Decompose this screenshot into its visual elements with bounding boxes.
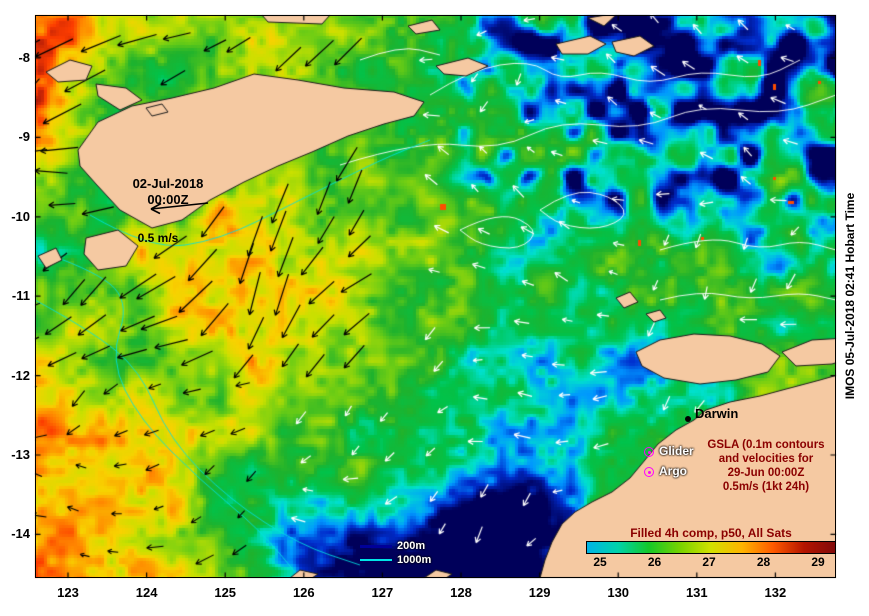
colorbar-tick-label: 27 [702,555,716,569]
lat-tick-label: -10 [11,208,30,224]
contour-200m-label: 200m [397,540,426,552]
colorbar-ticks: 25 26 27 28 29 [586,555,836,570]
lat-tick-label: -9 [18,129,30,145]
time-line: 00:00Z [147,192,189,207]
lon-tick-label: 125 [214,585,237,600]
darwin-label: Darwin [695,406,739,421]
lon-tick-label: 124 [135,585,158,600]
lon-tick-label: 130 [607,585,630,600]
lon-tick-label: 131 [685,585,708,600]
colorbar-tick-label: 26 [647,555,662,569]
gsla-note: GSLA (0.1m contours and velocities for 2… [688,438,844,494]
depth-legend-1000m: 1000m [360,554,431,566]
colorbar-title: Filled 4h comp, p50, All Sats [630,526,792,540]
glider-legend-label: Glider [659,444,694,458]
colorbar-gradient [586,541,836,554]
gsla-note-line: GSLA (0.1m contours [707,439,825,451]
glider-marker-icon [644,447,654,457]
credit-text: IMOS 05-Jul-2018 02:41 Hobart Time [843,192,857,400]
gsla-note-line: and velocities for [718,453,814,465]
colorbar: Filled 4h comp, p50, All Sats 25 26 27 28 29 [586,526,836,570]
gsla-note-line: 0.5m/s (1kt 24h) [722,481,810,493]
gsla-note-line: 29-Jun 00:00Z [727,467,805,479]
argo-legend-label: Argo [659,464,687,478]
lon-tick-label: 132 [764,585,787,600]
lat-tick-label: -14 [11,526,30,542]
lon-tick-label: 126 [292,585,315,600]
colorbar-tick-label: 25 [593,555,607,569]
glider-marker-dot [647,450,651,454]
date-label: 02-Jul-2018 00:00Z [112,176,224,208]
velocity-scale-label: 0.5 m/s [137,231,179,245]
lon-tick-label: 128 [450,585,472,600]
date-line: 02-Jul-2018 [132,176,204,191]
argo-marker-dot [647,470,651,474]
contour-1000m-line [360,559,392,561]
argo-marker-icon [644,467,654,477]
depth-legend-200m: 200m [360,540,425,552]
lat-tick-label: -12 [11,367,30,383]
contour-200m-line [360,544,392,548]
lon-tick-label: 129 [528,585,551,600]
lon-tick-label: 123 [57,585,79,600]
lat-tick-label: -8 [18,50,30,65]
darwin-marker [685,416,691,422]
colorbar-tick-label: 28 [756,555,771,569]
lon-tick-label: 127 [371,585,394,600]
velocity-scale-arrow [150,202,209,215]
contour-1000m-label: 1000m [397,554,432,566]
lat-tick-label: -11 [11,288,30,304]
lat-tick-label: -13 [11,447,30,462]
colorbar-tick-label: 29 [811,555,825,569]
